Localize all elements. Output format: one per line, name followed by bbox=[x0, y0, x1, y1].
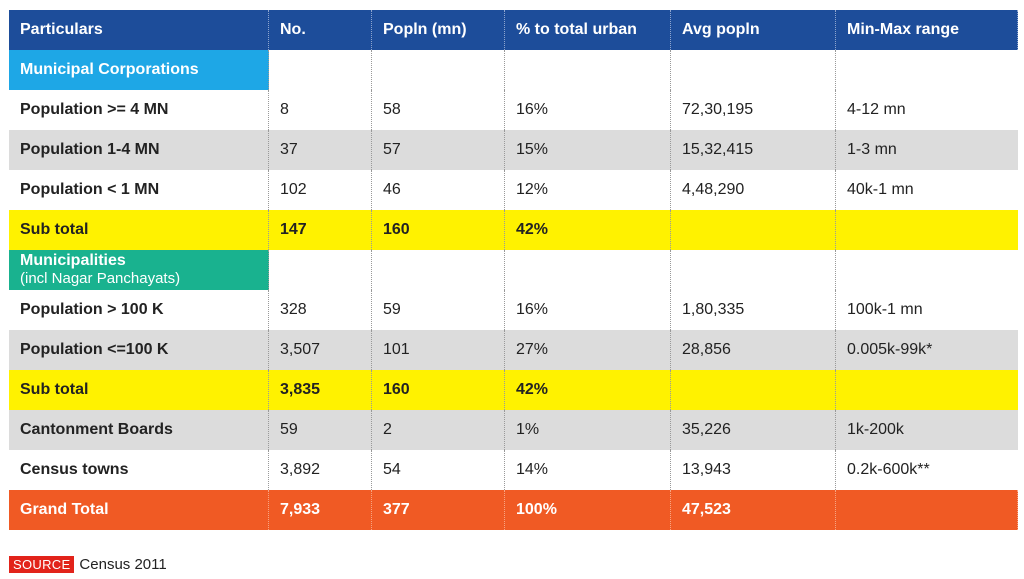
cell-popln: 101 bbox=[372, 330, 505, 370]
cell-avg: 13,943 bbox=[671, 450, 836, 490]
table-row: Census towns 3,892 54 14% 13,943 0.2k-60… bbox=[9, 450, 1018, 490]
row-label: Sub total bbox=[9, 370, 269, 410]
cell-avg: 72,30,195 bbox=[671, 90, 836, 130]
cell-pct: 42% bbox=[505, 370, 671, 410]
cell-range: 0.005k-99k* bbox=[847, 341, 933, 358]
cell-no: 3,507 bbox=[269, 330, 372, 370]
cell-avg bbox=[671, 210, 836, 250]
table-row: Population 1-4 MN 37 57 15% 15,32,415 1-… bbox=[9, 130, 1018, 170]
cell-popln: 57 bbox=[372, 130, 505, 170]
header-pct-urban: % to total urban bbox=[505, 10, 671, 50]
cell-popln: 377 bbox=[372, 490, 505, 530]
subtotal-row: Sub total 147 160 42% bbox=[9, 210, 1018, 250]
cell-avg: 47,523 bbox=[671, 490, 836, 530]
cell-no: 3,892 bbox=[269, 450, 372, 490]
cell-popln: 160 bbox=[372, 370, 505, 410]
cell-no: 7,933 bbox=[269, 490, 372, 530]
cell-popln: 46 bbox=[372, 170, 505, 210]
row-label: Population <=100 K bbox=[9, 330, 269, 370]
row-label: Population 1-4 MN bbox=[9, 130, 269, 170]
cell-avg: 15,32,415 bbox=[671, 130, 836, 170]
source-text: Census 2011 bbox=[79, 556, 167, 573]
subtotal-row: Sub total 3,835 160 42% bbox=[9, 370, 1018, 410]
section-row-municipalities: Municipalities (incl Nagar Panchayats) bbox=[9, 250, 1018, 290]
section-label: Municipal Corporations bbox=[9, 50, 269, 90]
header-avg-popln: Avg popln bbox=[671, 10, 836, 50]
cell-pct: 27% bbox=[505, 330, 671, 370]
cell-range: 1-3 mn bbox=[847, 141, 897, 158]
row-label: Population >= 4 MN bbox=[9, 90, 269, 130]
cell-avg: 28,856 bbox=[671, 330, 836, 370]
section-row-municipal-corporations: Municipal Corporations bbox=[9, 50, 1018, 90]
cell-no: 328 bbox=[269, 290, 372, 330]
header-no: No. bbox=[269, 10, 372, 50]
cell-no: 3,835 bbox=[269, 370, 372, 410]
header-row: Particulars No. Popln (mn) % to total ur… bbox=[9, 10, 1018, 50]
cell-pct: 14% bbox=[505, 450, 671, 490]
row-label: Sub total bbox=[9, 210, 269, 250]
cell-popln: 58 bbox=[372, 90, 505, 130]
cell-range bbox=[836, 210, 1018, 250]
table-row: Population > 100 K 328 59 16% 1,80,335 1… bbox=[9, 290, 1018, 330]
cell-no: 59 bbox=[269, 410, 372, 450]
cell-popln: 2 bbox=[372, 410, 505, 450]
table-row: Population <=100 K 3,507 101 27% 28,856 … bbox=[9, 330, 1018, 370]
row-label: Population < 1 MN bbox=[9, 170, 269, 210]
cell-pct: 15% bbox=[505, 130, 671, 170]
cell-avg: 4,48,290 bbox=[671, 170, 836, 210]
cell-no: 147 bbox=[269, 210, 372, 250]
cell-avg: 35,226 bbox=[671, 410, 836, 450]
cell-range: 40k-1 mn bbox=[847, 181, 914, 198]
cell-pct: 1% bbox=[505, 410, 671, 450]
cell-no: 8 bbox=[269, 90, 372, 130]
row-label: Census towns bbox=[9, 450, 269, 490]
table-row: Population >= 4 MN 8 58 16% 72,30,195 4-… bbox=[9, 90, 1018, 130]
section-subtitle: (incl Nagar Panchayats) bbox=[20, 270, 181, 287]
grand-total-row: Grand Total 7,933 377 100% 47,523 bbox=[9, 490, 1018, 530]
cell-avg: 1,80,335 bbox=[671, 290, 836, 330]
header-min-max: Min-Max range bbox=[836, 10, 1018, 50]
row-label: Cantonment Boards bbox=[9, 410, 269, 450]
urban-population-table: Particulars No. Popln (mn) % to total ur… bbox=[9, 10, 1018, 530]
cell-range: 1k-200k bbox=[847, 421, 904, 438]
cell-range: 4-12 mn bbox=[847, 101, 906, 118]
source-tag: SOURCE bbox=[9, 556, 75, 573]
header-popln: Popln (mn) bbox=[372, 10, 505, 50]
cell-pct: 16% bbox=[505, 90, 671, 130]
cell-popln: 160 bbox=[372, 210, 505, 250]
cell-range: 100k-1 mn bbox=[847, 301, 923, 318]
cell-range bbox=[836, 490, 1018, 530]
source-note: SOURCE Census 2011 bbox=[9, 556, 167, 573]
section-label: Municipalities (incl Nagar Panchayats) bbox=[9, 250, 269, 290]
cell-popln: 59 bbox=[372, 290, 505, 330]
header-particulars: Particulars bbox=[9, 10, 269, 50]
cell-pct: 100% bbox=[505, 490, 671, 530]
cell-pct: 12% bbox=[505, 170, 671, 210]
cell-pct: 42% bbox=[505, 210, 671, 250]
cell-no: 37 bbox=[269, 130, 372, 170]
row-label: Grand Total bbox=[9, 490, 269, 530]
cell-avg bbox=[671, 370, 836, 410]
cell-pct: 16% bbox=[505, 290, 671, 330]
row-label: Population > 100 K bbox=[9, 290, 269, 330]
cell-no: 102 bbox=[269, 170, 372, 210]
cell-range bbox=[836, 370, 1018, 410]
table-row: Population < 1 MN 102 46 12% 4,48,290 40… bbox=[9, 170, 1018, 210]
cell-range: 0.2k-600k** bbox=[847, 461, 930, 478]
table-row: Cantonment Boards 59 2 1% 35,226 1k-200k bbox=[9, 410, 1018, 450]
cell-popln: 54 bbox=[372, 450, 505, 490]
section-title: Municipalities bbox=[20, 252, 126, 269]
